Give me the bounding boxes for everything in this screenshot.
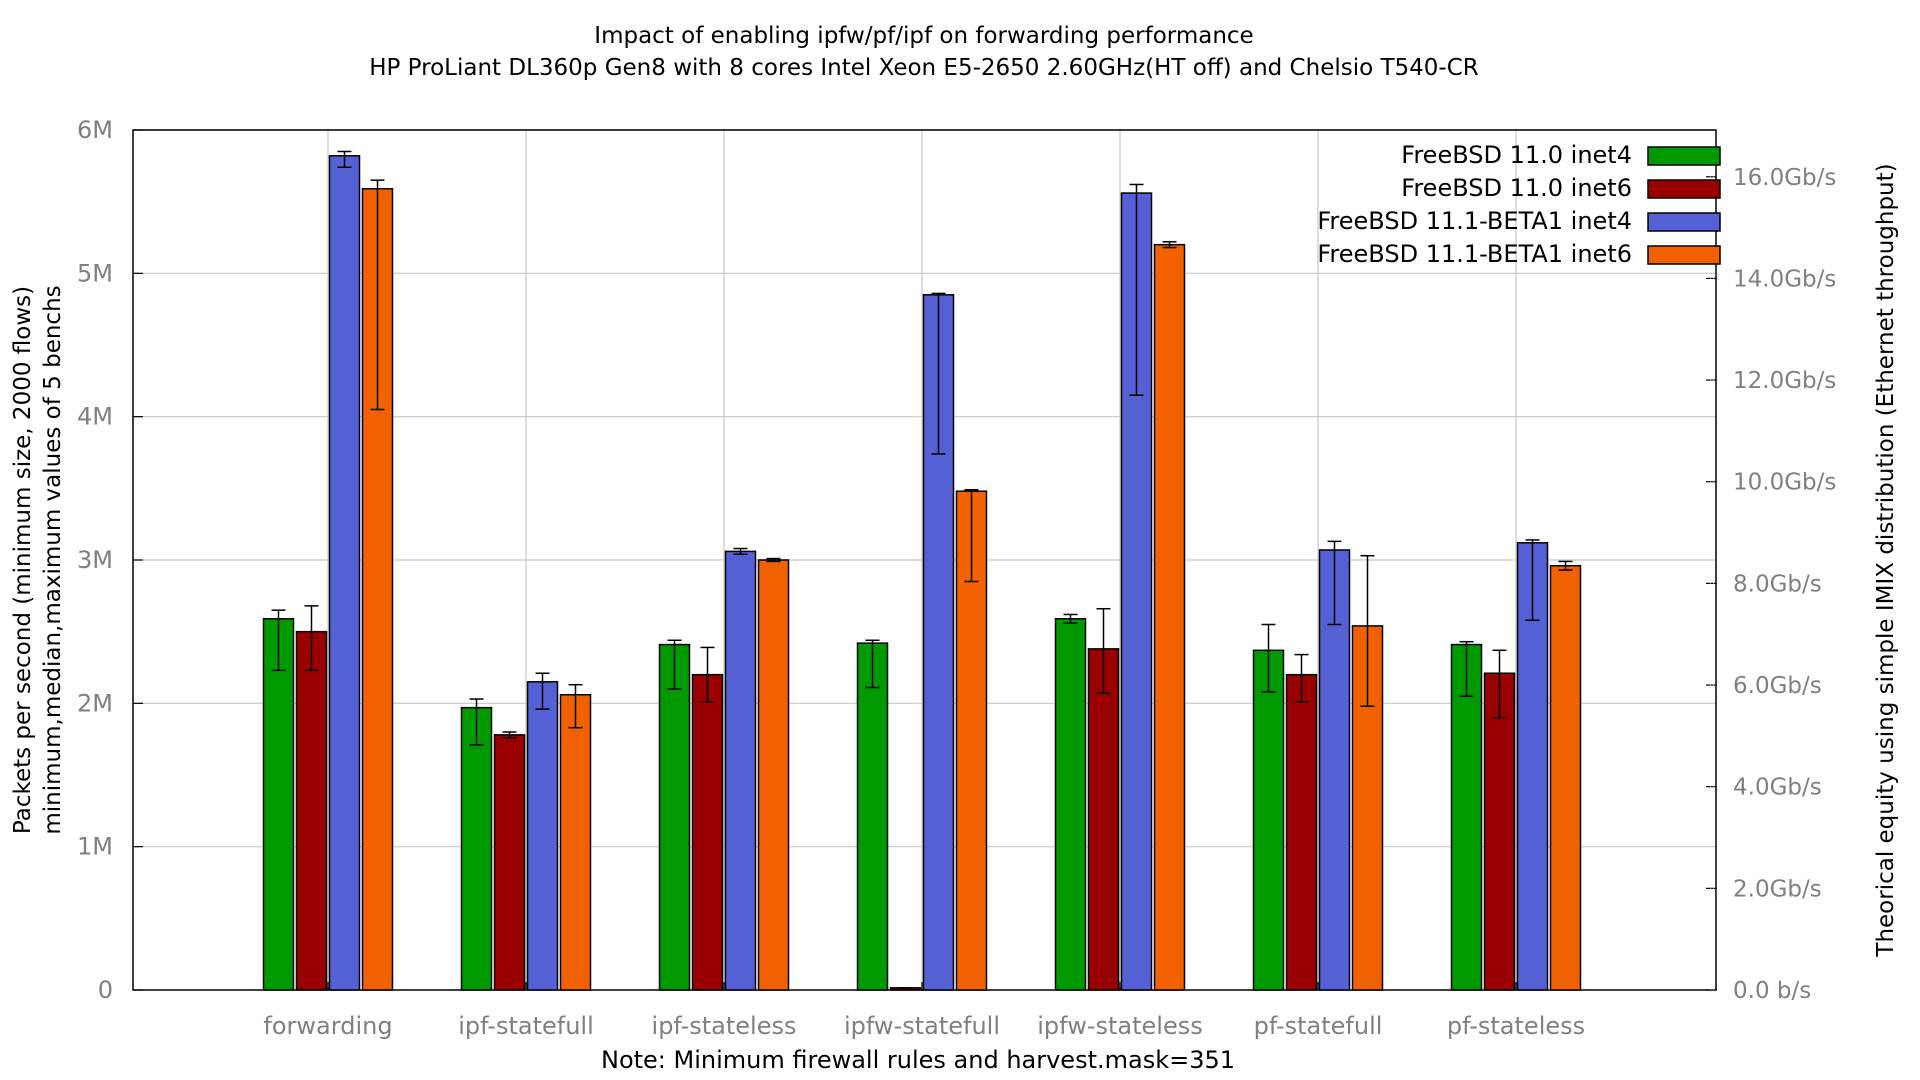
bar [1483,672,1516,991]
bar [691,673,724,991]
legend-label: FreeBSD 11.1-BETA1 inet6 [1317,240,1632,268]
y-tick-label: 2M [77,689,113,717]
bar [856,642,889,991]
bar [1450,643,1483,991]
error-bars [271,150,1573,989]
y-tick-label: 4M [77,403,113,431]
bar [295,630,328,991]
bar [1054,618,1087,991]
bar [1087,648,1120,991]
x-axis: forwarding ipf-statefull ipf-stateless ipfw… [263,982,1585,1040]
bar [757,559,790,991]
bar [724,550,757,991]
y-axis: 0 1M 2M 3M 4M 5M 6M [77,116,143,1004]
y-tick-label: 5M [77,259,113,287]
legend: FreeBSD 11.0 inet4 FreeBSD 11.0 inet6 Free… [1317,141,1721,268]
bar [658,643,691,991]
x-tick-label: pf-stateless [1447,1012,1585,1040]
x-axis-note: Note: Minimum firewall rules and harvest… [601,1046,1235,1074]
bars [262,155,1582,991]
legend-swatch [1647,245,1721,265]
y2-tick-label: 8.0Gb/s [1733,571,1822,597]
bar [1252,649,1285,991]
legend-label: FreeBSD 11.0 inet6 [1401,174,1632,202]
chart-title: Impact of enabling ipfw/pf/ipf on forwar… [594,23,1253,49]
bar [559,693,592,991]
y2-tick-label: 6.0Gb/s [1733,673,1822,699]
y2-tick-label: 2.0Gb/s [1733,876,1822,902]
y-axis-label: Packets per second (minimum size, 2000 f… [10,286,36,834]
x-tick-label: ipfw-stateless [1037,1012,1202,1040]
y-tick-label: 6M [77,116,113,144]
legend-label: FreeBSD 11.1-BETA1 inet4 [1317,207,1632,235]
bar [493,734,526,991]
y-tick-label: 1M [77,833,113,861]
y-tick-label: 3M [77,546,113,574]
y2-axis: 0.0 b/s 2.0Gb/s 4.0Gb/s 6.0Gb/s 8.0Gb/s 10.0G… [1706,165,1836,1004]
x-tick-label: forwarding [263,1012,392,1040]
y2-tick-label: 10.0Gb/s [1733,470,1836,496]
y-tick-label: 0 [98,976,113,1004]
bar [1549,564,1582,991]
bar [1285,673,1318,991]
x-tick-label: ipf-statefull [458,1012,594,1040]
bar [526,681,559,991]
x-tick-label: pf-statefull [1254,1012,1383,1040]
chart-subtitle: HP ProLiant DL360p Gen8 with 8 cores Int… [369,55,1479,81]
y-axis-label-2: minimum,median,maximum values of 5 bench… [40,285,66,834]
bar [1153,243,1186,991]
legend-swatch [1647,212,1721,232]
y2-tick-label: 0.0 b/s [1733,978,1811,1004]
legend-swatch [1647,146,1721,166]
x-tick-label: ipfw-statefull [844,1012,1000,1040]
x-tick-label: ipf-stateless [652,1012,797,1040]
bar [460,706,493,991]
y2-tick-label: 4.0Gb/s [1733,775,1822,801]
y2-axis-label: Theorical equity using simple IMIX distr… [1873,163,1899,957]
y2-tick-label: 12.0Gb/s [1733,368,1836,394]
bar [262,618,295,991]
y2-tick-label: 16.0Gb/s [1733,165,1836,191]
y2-tick-label: 14.0Gb/s [1733,266,1836,292]
bar [328,155,361,991]
legend-label: FreeBSD 11.0 inet4 [1401,141,1632,169]
legend-swatch [1647,179,1721,199]
